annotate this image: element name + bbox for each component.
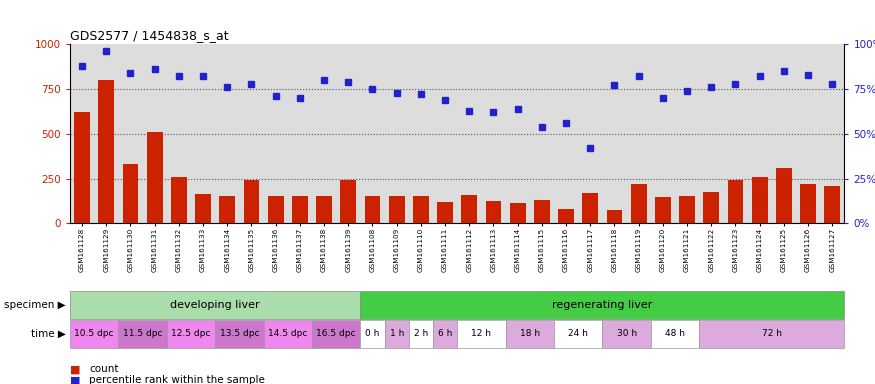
Text: 48 h: 48 h xyxy=(665,329,685,338)
Bar xyxy=(606,210,622,223)
Bar xyxy=(340,180,356,223)
Bar xyxy=(171,177,186,223)
Bar xyxy=(360,320,385,348)
Text: 6 h: 6 h xyxy=(438,329,452,338)
Bar xyxy=(631,184,647,223)
Bar xyxy=(243,180,259,223)
Bar xyxy=(147,132,163,223)
Bar xyxy=(385,320,409,348)
Bar xyxy=(824,186,840,223)
Bar xyxy=(70,291,360,319)
Bar xyxy=(699,320,844,348)
Bar xyxy=(433,320,458,348)
Text: ■: ■ xyxy=(70,375,80,384)
Bar xyxy=(776,168,792,223)
Bar xyxy=(74,112,90,223)
Text: 72 h: 72 h xyxy=(762,329,781,338)
Bar xyxy=(554,320,602,348)
Text: 1 h: 1 h xyxy=(389,329,404,338)
Bar xyxy=(506,320,554,348)
Bar xyxy=(801,184,816,223)
Text: GDS2577 / 1454838_s_at: GDS2577 / 1454838_s_at xyxy=(70,28,228,41)
Bar xyxy=(728,180,744,223)
Bar xyxy=(118,320,167,348)
Bar xyxy=(263,320,312,348)
Text: regenerating liver: regenerating liver xyxy=(552,300,653,310)
Bar xyxy=(510,203,526,223)
Text: 30 h: 30 h xyxy=(617,329,637,338)
Text: 12.5 dpc: 12.5 dpc xyxy=(172,329,211,338)
Text: 16.5 dpc: 16.5 dpc xyxy=(317,329,356,338)
Bar xyxy=(220,196,235,223)
Bar xyxy=(268,196,284,223)
Text: 0 h: 0 h xyxy=(365,329,380,338)
Text: time ▶: time ▶ xyxy=(31,329,66,339)
Bar xyxy=(583,193,598,223)
Text: specimen ▶: specimen ▶ xyxy=(4,300,66,310)
Bar xyxy=(215,320,263,348)
Bar xyxy=(409,320,433,348)
Bar xyxy=(679,196,695,223)
Bar xyxy=(534,200,550,223)
Text: 24 h: 24 h xyxy=(568,329,588,338)
Bar xyxy=(123,164,138,223)
Bar xyxy=(312,320,360,348)
Bar xyxy=(752,177,767,223)
Bar xyxy=(98,80,114,223)
Bar xyxy=(655,197,671,223)
Bar xyxy=(413,196,429,223)
Bar xyxy=(704,192,719,223)
Bar xyxy=(360,291,844,319)
Bar xyxy=(458,320,506,348)
Bar xyxy=(195,194,211,223)
Bar xyxy=(365,196,381,223)
Text: 2 h: 2 h xyxy=(414,329,428,338)
Bar xyxy=(461,195,477,223)
Text: developing liver: developing liver xyxy=(171,300,260,310)
Text: 10.5 dpc: 10.5 dpc xyxy=(74,329,114,338)
Bar xyxy=(651,320,699,348)
Text: count: count xyxy=(89,364,119,374)
Bar xyxy=(388,196,404,223)
Bar xyxy=(316,196,332,223)
Bar xyxy=(438,202,453,223)
Bar xyxy=(486,201,501,223)
Bar xyxy=(292,196,308,223)
Text: 14.5 dpc: 14.5 dpc xyxy=(268,329,307,338)
Text: 18 h: 18 h xyxy=(520,329,540,338)
Text: 12 h: 12 h xyxy=(472,329,492,338)
Bar xyxy=(602,320,651,348)
Text: percentile rank within the sample: percentile rank within the sample xyxy=(89,375,265,384)
Text: ■: ■ xyxy=(70,364,80,374)
Text: 13.5 dpc: 13.5 dpc xyxy=(220,329,259,338)
Text: 11.5 dpc: 11.5 dpc xyxy=(123,329,163,338)
Bar xyxy=(558,209,574,223)
Bar xyxy=(167,320,215,348)
Bar xyxy=(70,320,118,348)
